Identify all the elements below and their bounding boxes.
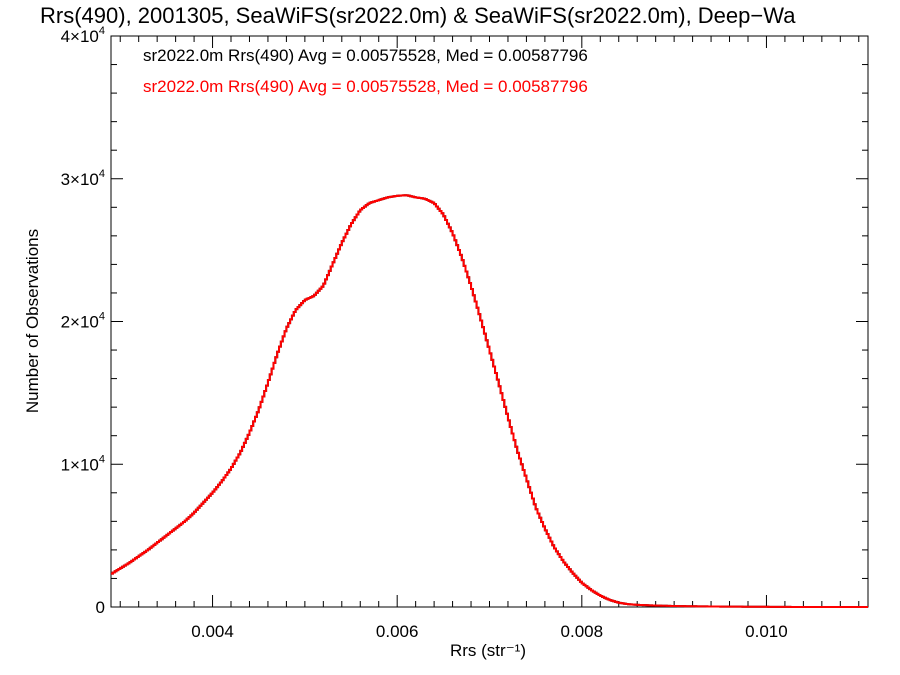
legend-entry-black: sr2022.0m Rrs(490) Avg = 0.00575528, Med… — [143, 46, 588, 65]
x-tick-label: 0.008 — [561, 622, 604, 641]
y-tick-label: 4×104 — [61, 25, 105, 46]
minor-ticks — [111, 36, 868, 607]
y-tick-labels: 0 1×104 2×104 3×104 4×104 — [61, 25, 105, 617]
legend-entry-red: sr2022.0m Rrs(490) Avg = 0.00575528, Med… — [143, 77, 588, 96]
x-tick-label: 0.004 — [191, 622, 234, 641]
series-line-red — [111, 194, 868, 608]
series-line-black — [111, 194, 868, 608]
x-tick-label: 0.006 — [376, 622, 419, 641]
y-tick-label: 3×104 — [61, 168, 105, 189]
plot-frame — [110, 35, 869, 608]
major-ticks — [111, 35, 868, 608]
x-tick-labels: 0.004 0.006 0.008 0.010 — [191, 622, 787, 641]
x-axis-label: Rrs (str⁻¹) — [450, 641, 526, 660]
x-tick-label: 0.010 — [745, 622, 788, 641]
y-axis-label: Number of Observations — [23, 229, 42, 413]
y-tick-label: 2×104 — [61, 311, 105, 332]
chart-title: Rrs(490), 2001305, SeaWiFS(sr2022.0m) & … — [40, 3, 796, 28]
y-tick-label: 0 — [96, 598, 105, 617]
y-tick-label: 1×104 — [61, 453, 105, 474]
